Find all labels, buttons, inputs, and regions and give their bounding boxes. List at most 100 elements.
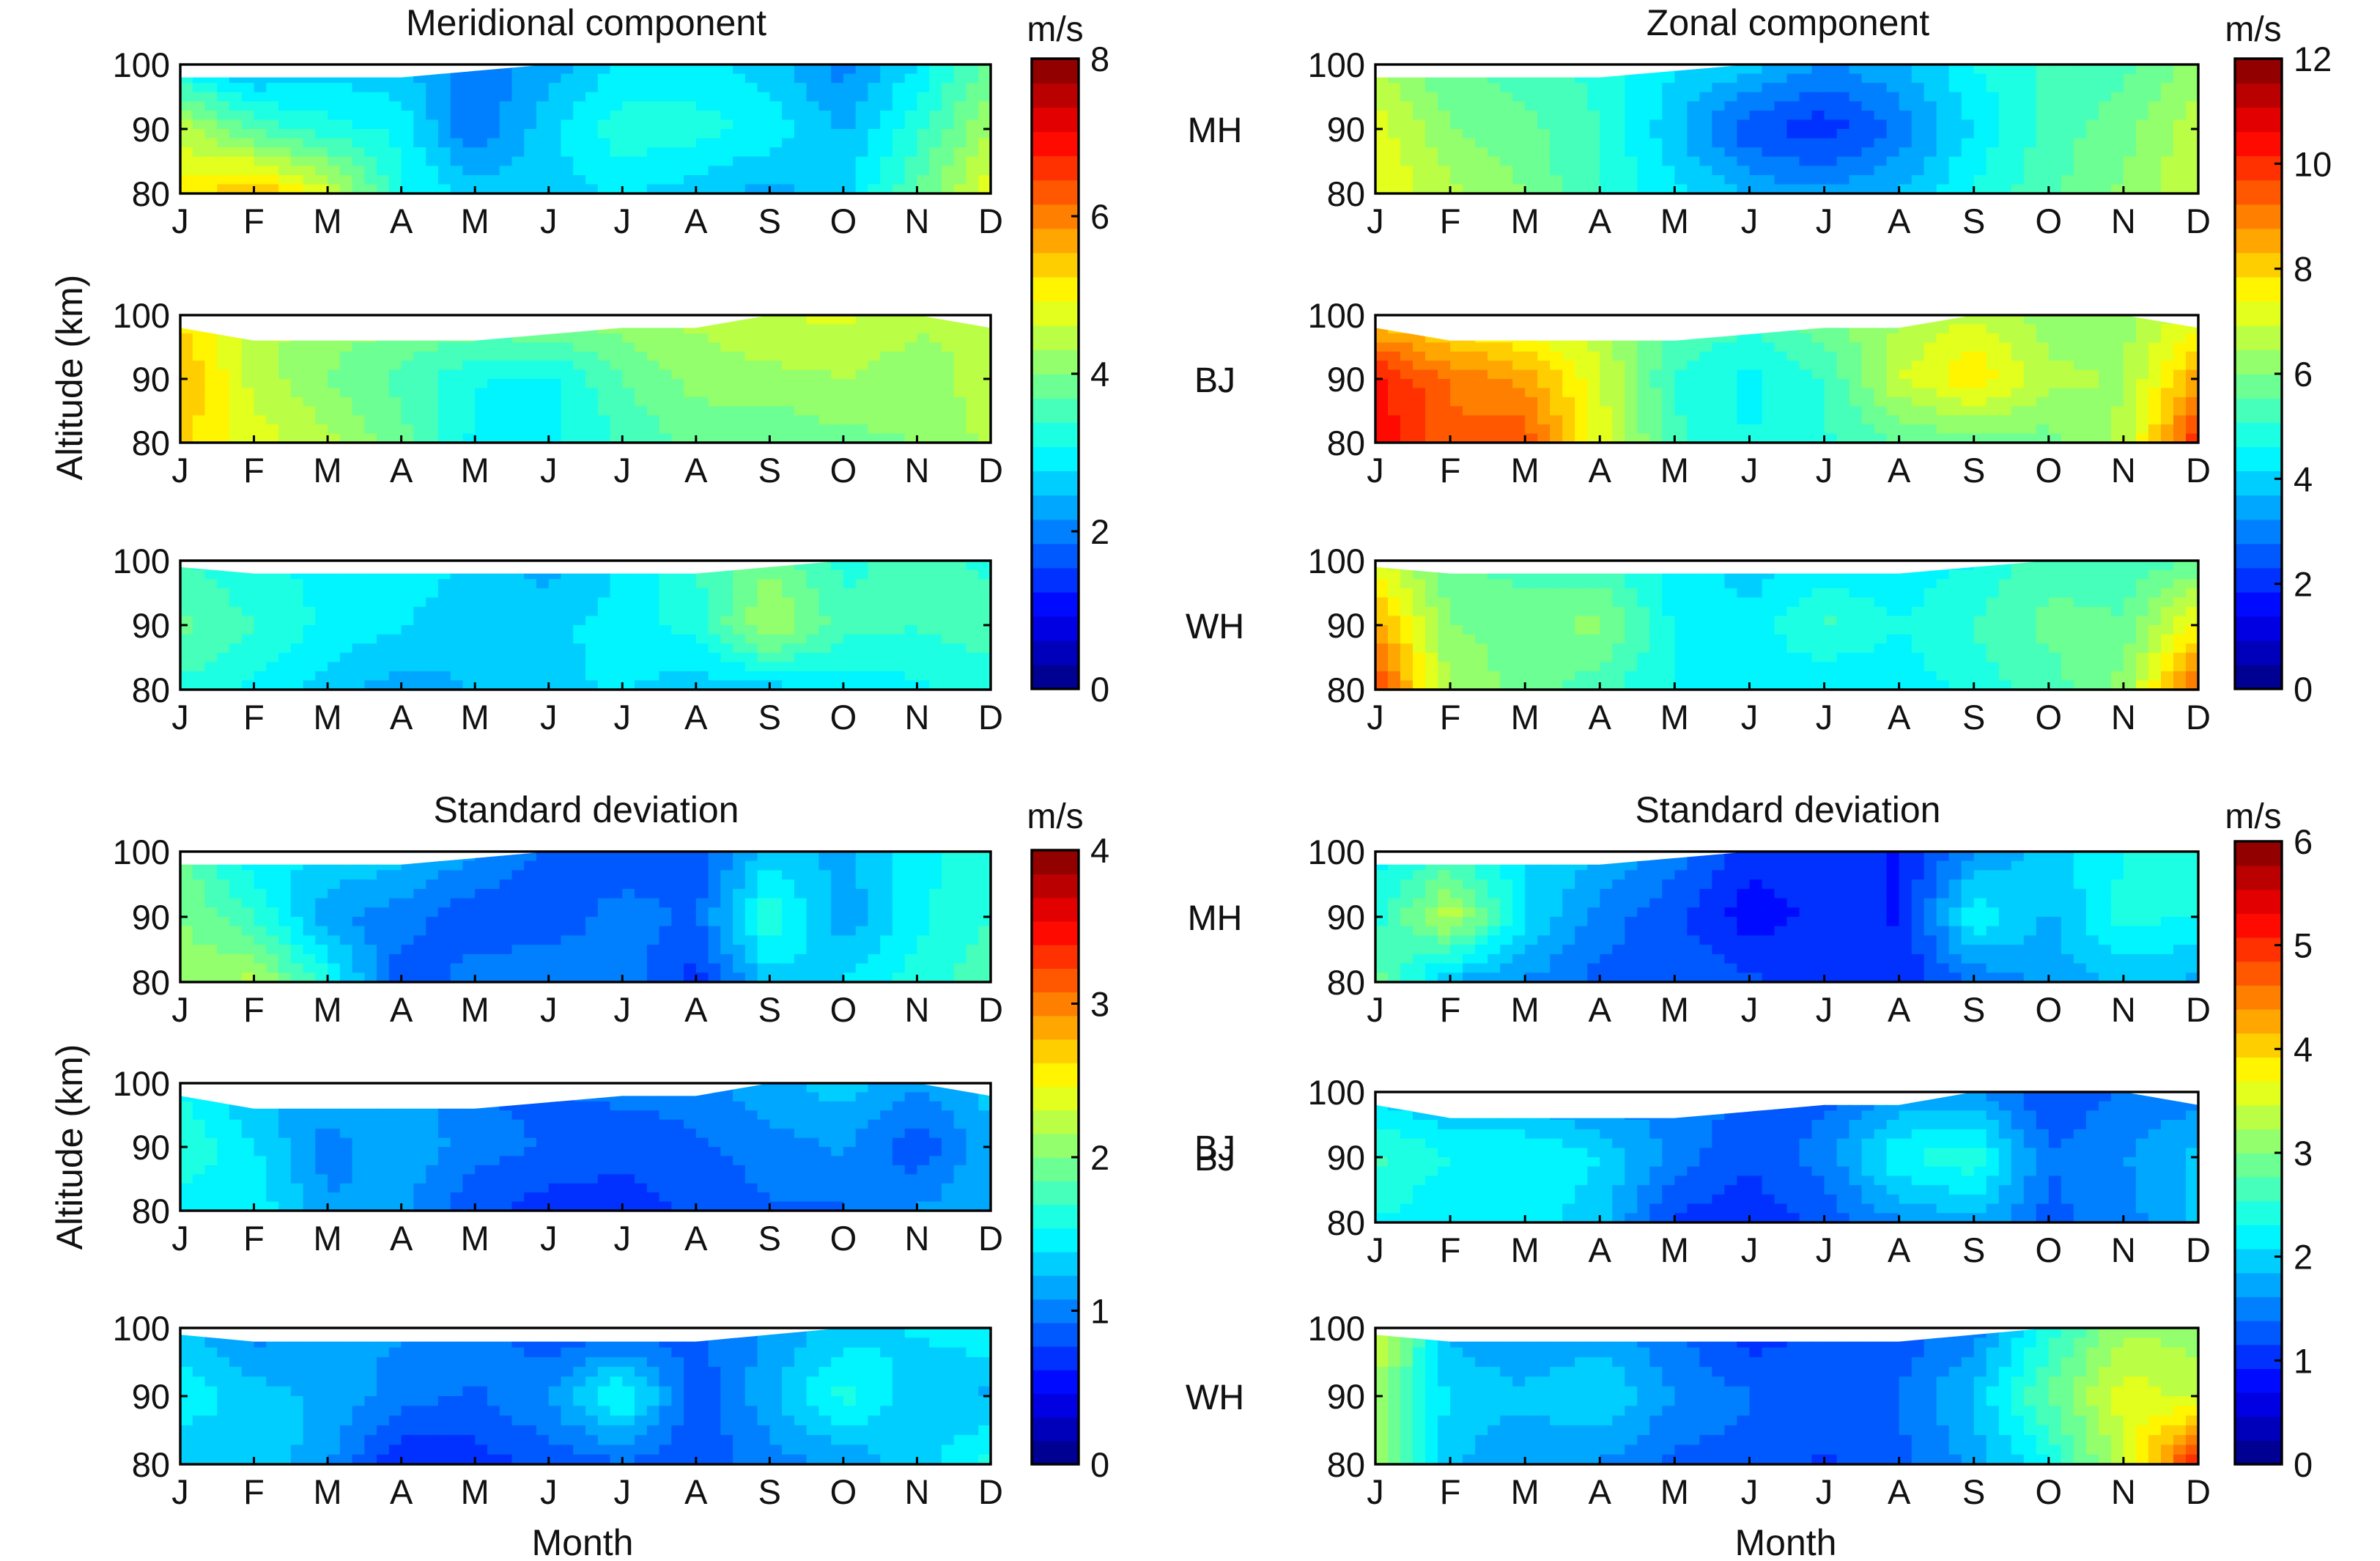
- field-cell: [536, 73, 550, 84]
- field-cell: [684, 138, 698, 149]
- field-cell: [757, 388, 771, 398]
- field-cell: [868, 156, 882, 167]
- field-cell: [303, 174, 317, 185]
- field-cell: [1874, 156, 1888, 167]
- field-cell: [892, 166, 906, 177]
- field-cell: [192, 625, 206, 635]
- field-cell: [254, 184, 267, 193]
- field-cell: [1562, 351, 1576, 362]
- field-cell: [1463, 92, 1477, 103]
- field-cell: [1799, 379, 1813, 389]
- field-cell: [536, 156, 550, 167]
- field-cell: [401, 315, 415, 325]
- field-cell: [659, 625, 673, 635]
- field-cell: [904, 351, 918, 362]
- field-cell: [278, 101, 292, 112]
- field-cell: [1600, 101, 1614, 112]
- field-cell: [942, 184, 955, 193]
- meridional-panel: Meridional component Altitude (km) m/s 8…: [49, 2, 1244, 737]
- field-cell: [880, 147, 894, 158]
- field-cell: [2023, 369, 2037, 380]
- field-cell: [573, 315, 587, 325]
- field-cell: [2098, 83, 2113, 93]
- field-cell: [744, 361, 758, 371]
- field-cell: [1973, 166, 1987, 177]
- field-cell: [942, 616, 955, 627]
- field-cell: [192, 662, 206, 673]
- field-cell: [782, 379, 796, 389]
- x-tick-label: D: [978, 451, 1003, 490]
- field-cell: [855, 616, 869, 627]
- field-cell: [1649, 561, 1663, 571]
- field-cell: [904, 361, 918, 371]
- field-cell: [192, 184, 206, 193]
- field-cell: [2186, 379, 2198, 389]
- field-cell: [1612, 369, 1626, 380]
- field-cell: [659, 369, 673, 380]
- field-cell: [1762, 166, 1775, 177]
- field-cell: [290, 156, 304, 167]
- field-cell: [708, 138, 722, 149]
- field-cell: [2161, 351, 2175, 362]
- field-cell: [929, 415, 943, 426]
- field-cell: [290, 662, 304, 673]
- field-cell: [1861, 424, 1875, 435]
- field-cell: [1488, 424, 1501, 435]
- field-cell: [1388, 406, 1402, 416]
- field-cell: [953, 652, 967, 663]
- field-cell: [855, 388, 869, 398]
- field-cell: [855, 351, 869, 362]
- field-cell: [659, 64, 673, 75]
- field-cell: [635, 569, 648, 580]
- field-cell: [536, 147, 550, 158]
- field-cell: [1998, 138, 2012, 149]
- field-cell: [2061, 83, 2074, 93]
- field-cell: [2123, 569, 2137, 580]
- field-cell: [437, 83, 451, 93]
- field-cell: [622, 680, 636, 690]
- field-cell: [328, 643, 341, 654]
- field-cell: [1475, 342, 1489, 353]
- field-cell: [487, 147, 500, 158]
- field-cell: [1762, 64, 1775, 75]
- field-cell: [953, 369, 967, 380]
- field-cell: [2123, 83, 2137, 93]
- field-cell: [2023, 110, 2037, 121]
- field-cell: [953, 83, 967, 93]
- field-cell: [254, 174, 267, 185]
- field-cell: [413, 342, 427, 353]
- field-cell: [364, 342, 378, 353]
- field-cell: [1886, 129, 1900, 139]
- field-cell: [671, 671, 685, 682]
- colorbar-tick-label: 0: [1090, 670, 1109, 709]
- field-cell: [2110, 101, 2125, 112]
- field-cell: [646, 333, 660, 344]
- field-cell: [266, 379, 280, 389]
- field-cell: [1998, 415, 2012, 426]
- field-cell: [561, 388, 574, 398]
- field-cell: [953, 342, 967, 353]
- field-cell: [597, 342, 611, 353]
- x-tick-label: N: [2111, 451, 2136, 490]
- x-tick-label: A: [1888, 202, 1911, 240]
- field-cell: [1612, 101, 1626, 112]
- field-cell: [1600, 561, 1614, 571]
- field-cell: [806, 388, 820, 398]
- field-cell: [499, 351, 513, 362]
- field-cell: [1886, 101, 1900, 112]
- field-cell: [573, 138, 587, 149]
- field-cell: [561, 369, 574, 380]
- field-cell: [1537, 119, 1551, 130]
- field-cell: [806, 129, 820, 139]
- field-cell: [929, 652, 943, 663]
- field-cell: [782, 73, 796, 84]
- field-cell: [2023, 64, 2037, 75]
- field-cell: [2186, 73, 2198, 84]
- field-cell: [978, 83, 991, 93]
- field-cell: [573, 579, 587, 589]
- field-cell: [426, 92, 440, 103]
- field-cell: [1936, 315, 1950, 325]
- field-cell: [303, 415, 317, 426]
- field-cell: [659, 579, 673, 589]
- field-cell: [352, 634, 366, 645]
